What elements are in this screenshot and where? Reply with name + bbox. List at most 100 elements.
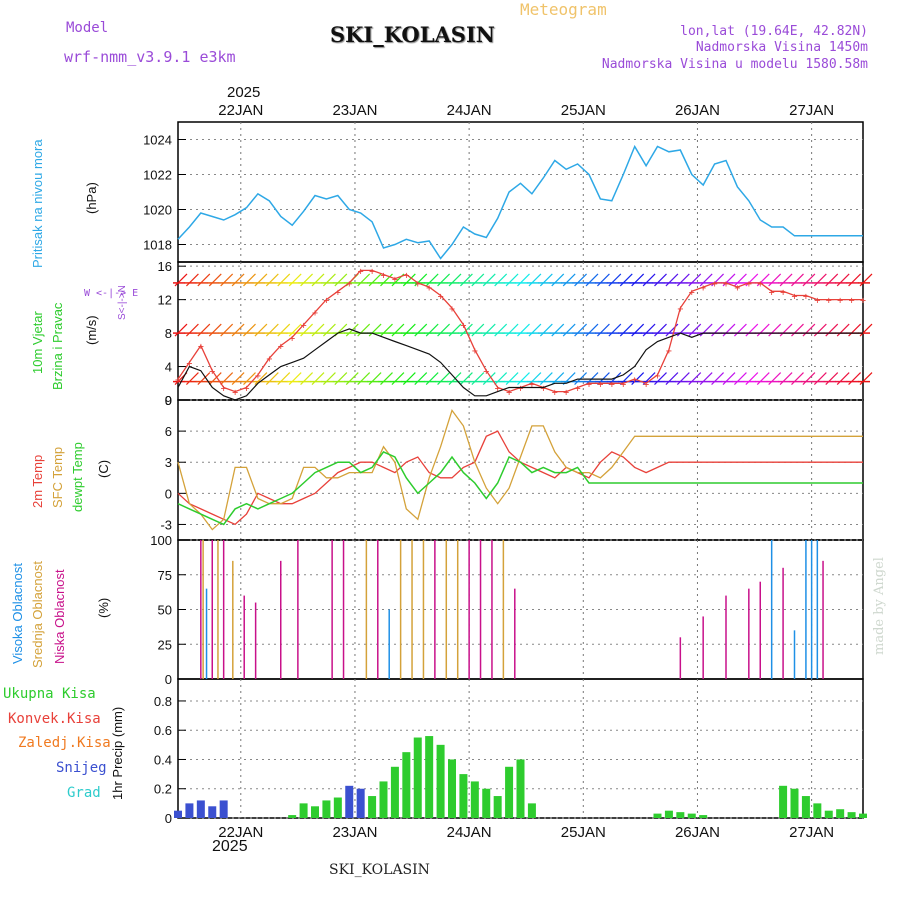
wind-barb: [459, 273, 473, 287]
wind-barb: [699, 372, 713, 386]
precip-legend-frz: Zaledj.Kisa: [18, 735, 111, 751]
pressure-tick-label: 1018: [143, 238, 172, 253]
wind-speed-marker: +: [666, 346, 672, 357]
wind-speed-marker: +: [757, 279, 763, 290]
precip-bar: [459, 774, 468, 818]
wind-barb: [551, 323, 565, 337]
wind-speed-marker: +: [826, 296, 832, 307]
precip-bar: [413, 737, 422, 818]
wind-barb: [208, 323, 222, 337]
wind-barb: [254, 372, 268, 386]
wind-barb: [254, 273, 268, 287]
temp-2m-line: [177, 430, 863, 526]
wind-barb: [779, 273, 793, 287]
wind-barb: [756, 273, 770, 287]
precip-bar: [847, 812, 856, 818]
wind-barb: [517, 273, 530, 287]
precip-bar: [356, 788, 365, 818]
precip-bar: [790, 788, 799, 818]
wind-tick-label: 8: [165, 326, 172, 341]
wind-barb: [448, 323, 462, 337]
wind-barb: [848, 323, 862, 337]
wind-barb: [631, 273, 645, 287]
wind-speed-marker: +: [243, 383, 249, 394]
wind-barb: [402, 273, 416, 287]
precip-tick-label: 0.8: [154, 694, 172, 709]
wind-barb: [414, 372, 428, 386]
wind-barb: [768, 372, 782, 386]
wind-tick-label: 16: [158, 259, 172, 274]
wind-barb: [654, 323, 667, 337]
wind-barb: [722, 372, 736, 386]
wind-barb: [688, 273, 702, 287]
wind-barb: [448, 273, 462, 287]
wind-speed-marker: +: [198, 342, 204, 353]
wind-barb: [848, 372, 862, 386]
precip-tick-label: 0.6: [154, 723, 172, 738]
precip-bar: [813, 803, 822, 818]
precip-legend-total: Ukupna Kisa: [3, 686, 96, 702]
wind-tick-label: 4: [165, 360, 172, 375]
wind-barb: [231, 372, 245, 386]
precip-bar: [664, 810, 673, 818]
precip-bar: [436, 744, 445, 818]
wind-barb: [813, 323, 827, 337]
wind-barb: [185, 372, 199, 386]
temp-dewpoint-line: [177, 450, 863, 526]
wind-barb: [391, 372, 405, 386]
wind-speed-marker: +: [415, 279, 421, 290]
day-label-top: 26JAN: [675, 102, 720, 119]
temp-sfc-line: [177, 408, 863, 531]
wind-barb: [585, 273, 599, 287]
wind-barb: [380, 323, 393, 337]
wind-barb: [631, 372, 645, 386]
wind-barb: [334, 372, 348, 386]
wind-barb: [642, 323, 656, 337]
wind-speed-marker: +: [380, 271, 386, 282]
wind-barb: [711, 323, 725, 337]
wind-barb: [220, 273, 234, 287]
wind-barb: [802, 273, 816, 287]
wind-speed-marker: +: [506, 388, 512, 399]
wind-barb: [654, 273, 667, 287]
wind-speed-marker: +: [803, 291, 809, 302]
model-elevation: Nadmorska Visina u modelu 1580.58m: [601, 57, 868, 72]
wind-speed-marker: +: [575, 383, 581, 394]
wind-barb: [380, 273, 393, 287]
wind-speed-marker: +: [460, 321, 466, 332]
wind-barb: [208, 372, 222, 386]
wind-speed-marker: +: [540, 383, 546, 394]
wind-speed-marker: +: [221, 383, 227, 394]
wind-barb: [311, 323, 325, 337]
precip-bar: [322, 800, 331, 818]
day-label-bottom: 22JAN: [218, 824, 263, 841]
day-label-bottom: 25JAN: [561, 824, 606, 841]
precip-legend-hail: Grad: [67, 785, 101, 801]
wind-barb: [562, 372, 576, 386]
wind-barb: [756, 372, 770, 386]
day-label-top: 24JAN: [447, 102, 492, 119]
wind-barb: [425, 372, 439, 386]
wind-barb: [482, 372, 496, 386]
temp-tick-label: 9: [165, 393, 172, 408]
precip-bar: [470, 781, 479, 818]
precip-bar: [482, 788, 491, 818]
wind-speed-marker: +: [597, 379, 603, 390]
wind-barb: [197, 273, 211, 287]
day-label-top: 25JAN: [561, 102, 606, 119]
wind-barb: [791, 273, 804, 287]
wind-speed-marker: +: [769, 287, 775, 298]
wind-barb: [505, 273, 519, 287]
precip-bar: [390, 766, 399, 818]
pressure-line: [177, 144, 863, 260]
year-bottom: 2025: [212, 838, 248, 855]
wind-speed-marker: +: [689, 287, 695, 298]
wind-barb: [539, 372, 553, 386]
wind-barb: [676, 372, 690, 386]
wind-barb: [505, 372, 519, 386]
wind-barb: [414, 273, 428, 287]
precip-legend-conv: Konvek.Kisa: [8, 711, 101, 727]
wind-barb: [802, 372, 816, 386]
wind-barb: [254, 323, 268, 337]
wind-speed-marker: +: [403, 271, 409, 282]
